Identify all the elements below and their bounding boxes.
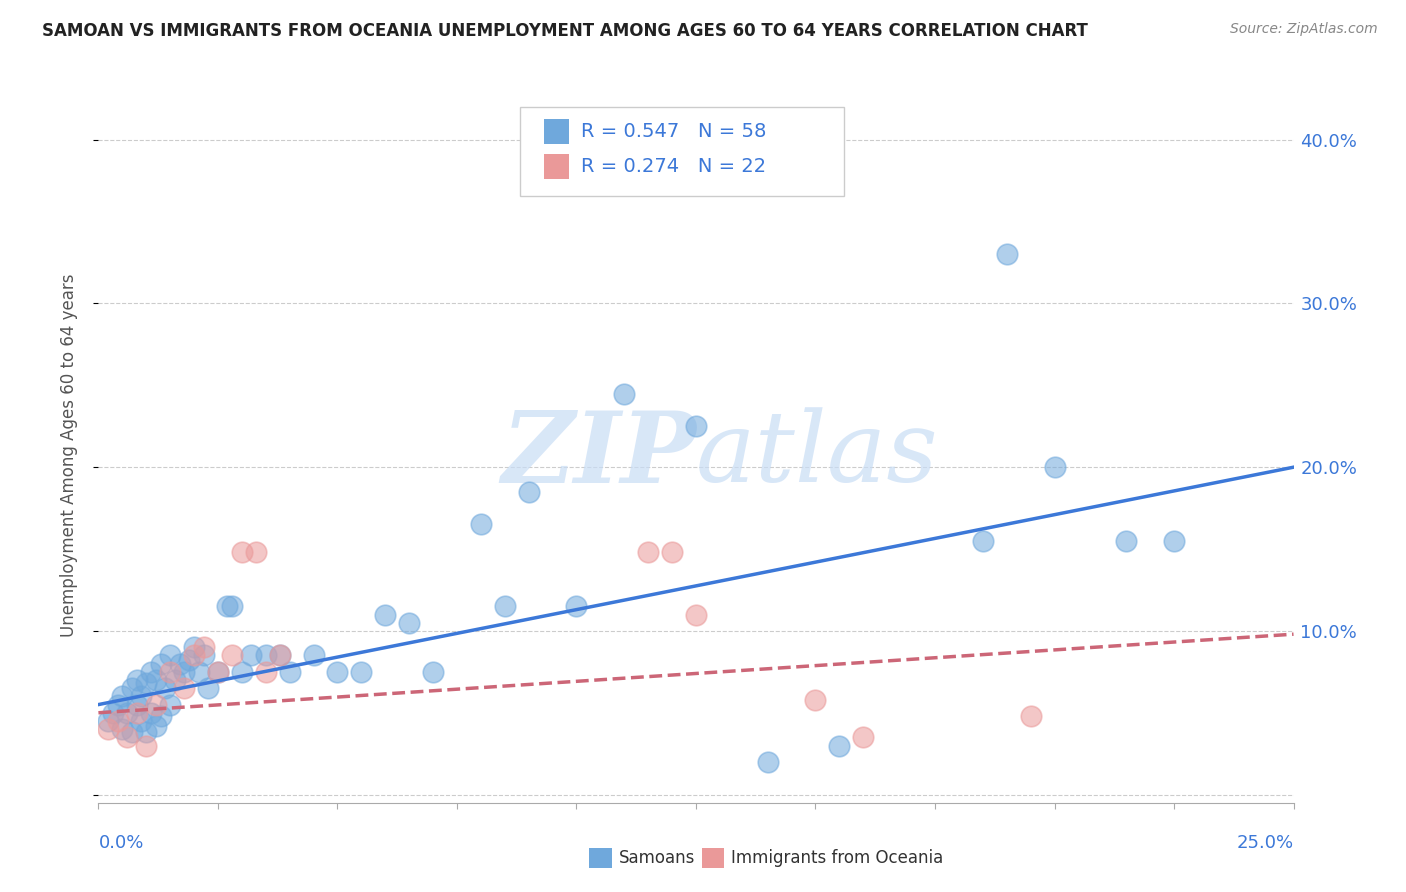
Point [1043,460,1066,475]
Point [278,665,301,679]
Text: ZIP: ZIP [501,407,696,503]
Point [852,731,875,745]
Text: Source: ZipAtlas.com: Source: ZipAtlas.com [1230,22,1378,37]
Point [149,657,172,671]
Point [756,755,779,769]
Point [135,725,157,739]
Text: 0.0%: 0.0% [98,834,143,852]
Point [115,706,138,720]
Point [326,665,349,679]
Point [197,681,219,696]
Text: SAMOAN VS IMMIGRANTS FROM OCEANIA UNEMPLOYMENT AMONG AGES 60 TO 64 YEARS CORRELA: SAMOAN VS IMMIGRANTS FROM OCEANIA UNEMPL… [42,22,1088,40]
Point [613,386,636,401]
Text: R = 0.547   N = 58: R = 0.547 N = 58 [581,121,766,141]
Point [685,419,707,434]
Text: Samoans: Samoans [619,849,695,867]
Point [517,484,540,499]
Text: 25.0%: 25.0% [1236,834,1294,852]
Point [155,681,177,696]
Point [159,698,181,712]
Point [111,722,134,736]
Point [231,545,253,559]
Point [139,665,162,679]
Point [269,648,291,663]
Text: Immigrants from Oceania: Immigrants from Oceania [731,849,943,867]
Point [221,648,243,663]
Point [350,665,373,679]
Point [145,698,167,712]
Point [125,706,148,720]
Point [173,681,195,696]
Point [183,640,205,655]
Point [111,690,134,704]
Point [107,714,129,728]
Point [149,709,172,723]
Point [661,545,683,559]
Point [637,545,659,559]
Point [1019,709,1042,723]
Point [163,673,186,687]
Point [240,648,263,663]
Point [135,739,157,753]
Point [187,665,209,679]
Point [169,657,191,671]
Point [422,665,444,679]
Point [1163,533,1185,548]
Point [131,714,153,728]
Point [207,665,229,679]
Point [121,681,143,696]
Point [145,719,167,733]
Point [398,615,420,630]
Point [494,599,516,614]
Point [179,653,201,667]
Point [972,533,994,548]
Point [145,673,167,687]
Point [183,648,205,663]
Point [565,599,588,614]
Point [254,648,277,663]
Point [121,725,143,739]
Point [685,607,707,622]
Point [245,545,267,559]
Point [101,706,124,720]
Point [828,739,851,753]
Point [470,517,492,532]
Point [131,690,153,704]
Point [115,731,138,745]
Point [302,648,325,663]
Point [107,698,129,712]
Point [221,599,243,614]
Y-axis label: Unemployment Among Ages 60 to 64 years: Unemployment Among Ages 60 to 64 years [59,273,77,637]
Point [231,665,253,679]
Point [1115,533,1137,548]
Point [97,714,120,728]
Point [804,692,827,706]
Point [995,247,1018,261]
Point [159,648,181,663]
Point [125,698,148,712]
Point [254,665,277,679]
Point [159,665,181,679]
Point [269,648,291,663]
Point [125,673,148,687]
Point [193,648,215,663]
Point [135,676,157,690]
Point [217,599,239,614]
Point [139,706,162,720]
Point [173,665,195,679]
Text: atlas: atlas [696,408,939,502]
Point [207,665,229,679]
Point [97,722,120,736]
Point [374,607,396,622]
Point [193,640,215,655]
Text: R = 0.274   N = 22: R = 0.274 N = 22 [581,157,766,177]
